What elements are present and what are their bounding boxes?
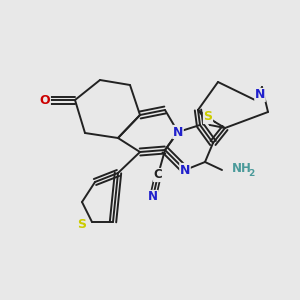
Text: N: N — [148, 190, 158, 203]
Text: N: N — [173, 125, 183, 139]
Text: O: O — [40, 94, 50, 106]
Text: NH: NH — [232, 161, 252, 175]
Text: N: N — [180, 164, 190, 176]
Text: 2: 2 — [248, 169, 254, 178]
Text: S: S — [203, 110, 212, 124]
Text: S: S — [77, 218, 86, 230]
Text: N: N — [255, 88, 265, 101]
Text: C: C — [154, 169, 162, 182]
